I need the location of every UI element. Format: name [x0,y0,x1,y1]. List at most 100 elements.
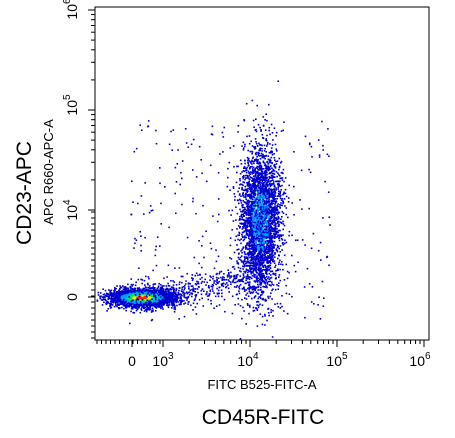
event-dot [145,305,148,307]
event-dot [277,212,280,215]
event-dot [248,193,250,196]
event-dot [257,207,259,209]
event-dot [258,161,261,163]
event-dot [284,239,286,242]
event-dot [271,247,274,249]
event-dot [255,180,258,182]
event-dot [126,299,129,302]
event-dot [273,213,275,215]
event-dot [263,199,265,202]
event-dot [139,296,142,299]
event-dot [248,220,250,222]
event-dot [280,189,282,191]
event-dot [147,286,149,289]
event-dot [252,172,254,174]
event-dot [252,259,254,261]
event-dot [255,213,258,215]
event-dot [272,213,274,216]
event-dot [264,157,266,160]
event-dot [128,303,131,306]
event-dot [274,167,277,169]
event-dot [276,197,278,200]
event-dot [243,230,246,232]
event-dot [269,241,272,243]
event-dot [256,286,258,289]
event-dot [256,238,259,241]
event-dot [153,287,156,289]
density-dots-layer [96,80,331,340]
event-dot [268,220,271,222]
event-dot [255,269,257,271]
event-dot [266,177,268,179]
event-dot [176,298,179,301]
event-dot [266,145,268,147]
event-dot [260,246,262,248]
event-dot [260,152,263,155]
event-dot [254,239,256,242]
event-dot [249,178,251,181]
event-dot [249,212,252,214]
event-dot [161,291,164,294]
event-dot [266,134,268,137]
event-dot [109,307,112,309]
event-dot [258,182,260,184]
event-dot [113,296,116,298]
event-dot [129,299,132,302]
event-dot [257,192,260,194]
event-dot [252,252,254,255]
event-dot [268,103,270,106]
event-dot [248,185,250,188]
event-dot [242,177,244,180]
event-dot [160,303,162,305]
event-dot [278,157,281,160]
event-dot [261,253,264,256]
event-dot [271,144,274,146]
event-dot [270,252,273,254]
event-dot [244,178,246,181]
event-dot [238,232,241,235]
event-dot [253,191,256,194]
event-dot [244,272,247,274]
event-dot [271,223,274,225]
event-dot [166,300,168,303]
event-dot [262,213,264,215]
event-dot [111,303,114,306]
event-dot [260,235,263,237]
event-dot [235,206,237,208]
event-dot [112,301,115,304]
event-dot [134,284,137,287]
event-dot [235,235,238,238]
event-dot [172,292,174,295]
event-dot [142,306,145,308]
event-dot [276,160,279,162]
event-dot [245,192,247,195]
event-dot [262,237,265,240]
event-dot [242,149,245,151]
event-dot [232,187,235,189]
event-dot [116,301,119,303]
event-dot [121,298,123,300]
event-dot [257,260,259,263]
event-dot [246,209,248,211]
event-dot [171,298,173,300]
event-dot [149,306,151,308]
event-dot [250,171,252,173]
event-dot [121,302,124,304]
event-dot [143,299,145,302]
event-dot [236,199,239,201]
event-dot [168,304,171,306]
event-dot [273,230,276,232]
event-dot [113,299,115,302]
event-dot [270,208,273,211]
event-dot [270,219,272,222]
event-dot [262,255,264,257]
event-dot [264,176,267,178]
event-dot [118,293,121,296]
event-dot [260,228,262,231]
event-dot [119,298,122,301]
event-dot [266,173,268,176]
event-dot [121,303,124,305]
event-dot [243,208,245,211]
event-dot [145,290,148,292]
event-dot [265,222,267,225]
